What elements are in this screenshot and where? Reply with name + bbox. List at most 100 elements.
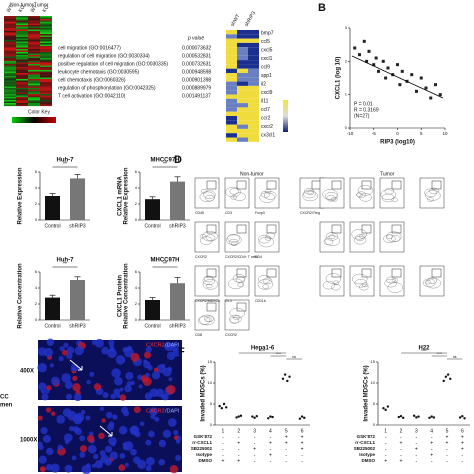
point [428,416,431,420]
heatmap-cell [4,35,16,38]
gate [236,302,247,312]
point [410,73,414,77]
nucleus [118,464,126,471]
y-tick-label: 6 [135,169,138,174]
nucleus [130,448,137,456]
p-value: 0.000948598 [182,69,211,75]
gene-label: il11 [261,98,269,104]
nucleus [70,363,79,372]
heatmap-cell [4,73,16,75]
flow-contour [331,283,341,291]
heatmap-cell [237,103,248,108]
heatmap-cell [28,59,40,62]
nucleus [169,464,179,474]
point [253,416,256,420]
nucleus [45,407,52,413]
gene-label: cxcl9 [261,90,273,96]
heatmap-cell [248,128,259,134]
nucleus [37,415,43,421]
nucleus [49,363,54,368]
heatmap-cell [4,86,16,89]
point [412,414,416,417]
heatmap-cell [248,85,259,91]
treatment-mark: - [285,452,287,458]
heatmap-cell [226,94,237,99]
heatmap-cell [16,88,28,90]
treatment-mark: + [269,440,272,446]
p-value: 0.000732631 [182,61,211,67]
point [384,76,388,80]
heatmap-cell [28,68,40,71]
heatmap-cell [4,32,16,35]
flow-contour [262,284,269,289]
point [237,415,240,418]
nucleus [72,375,78,382]
p-value: 0.000073632 [182,45,211,51]
heatmap-cell [4,26,16,29]
treatment-mark: - [254,440,256,446]
group-label: Non-tumor [10,2,34,8]
stain-label: CXCR2 [146,408,165,414]
x-tick-label: shRIP3 [69,223,86,229]
flow-contour [356,191,366,198]
heatmap-cell [237,85,248,91]
heatmap-cell [237,94,248,99]
y-tick-label: 2 [135,301,138,306]
treatment-mark: - [446,446,448,452]
heatmap-cell [226,85,237,91]
treatment-mark: - [238,446,240,452]
heatmap-cell [16,35,28,38]
heatmap-cell [16,94,28,96]
flow-contour [258,234,271,244]
nucleus [109,346,115,352]
flow-contour [260,191,271,198]
go-term: positive regulation of cell migration (G… [58,61,168,67]
heatmap-cell [28,29,40,32]
treatment-mark: - [461,452,463,458]
gate [331,180,342,190]
heatmap-cell [226,30,237,35]
nucleus [167,418,177,427]
heatmap-cell [4,56,16,59]
group-label: Tumor [34,2,49,8]
point [397,415,400,419]
gate-label: CXCR2 [225,333,237,337]
heatmap-cell [28,37,40,39]
heatmap-cell [4,92,16,95]
nucleus [133,406,141,414]
heatmap-cell [28,86,40,89]
flow-contour [202,276,216,285]
heatmap-cell [40,64,52,66]
heatmap-cell [4,85,16,87]
heatmap-cell [16,55,28,57]
heatmap-cell [28,55,40,57]
heatmap-cell [28,67,40,69]
fit-line [351,55,444,99]
heatmap-cell [16,65,28,68]
y-tick-label: 2 [135,201,138,206]
x-tick-label: 5 [420,131,423,136]
x-tick-label: shRIP3 [169,323,186,329]
y-tick-label: 15 [208,359,213,364]
gate-label: CXCR2/CD4+ T cells [225,255,258,259]
nucleus [149,407,158,416]
treatment-mark: - [301,452,303,458]
gate [391,268,402,278]
heatmap-cell [4,80,16,83]
chart-title: MHCC97H [150,158,179,164]
heatmap-cell [28,44,40,47]
heatmap-cell [28,74,40,77]
heatmap-cell [16,47,28,50]
heatmap-cell [28,71,40,74]
point [288,375,291,378]
flow-contour [258,275,271,284]
chart-title: H22 [418,346,430,352]
nucleus [80,409,86,415]
heatmap-cell [28,58,40,60]
heatmap-cell [28,85,40,87]
heatmap-cell [4,68,16,71]
go-term: cell migration (GO:0016477) [58,45,121,51]
sig-label: ns [292,355,296,359]
error-bar [49,193,56,196]
